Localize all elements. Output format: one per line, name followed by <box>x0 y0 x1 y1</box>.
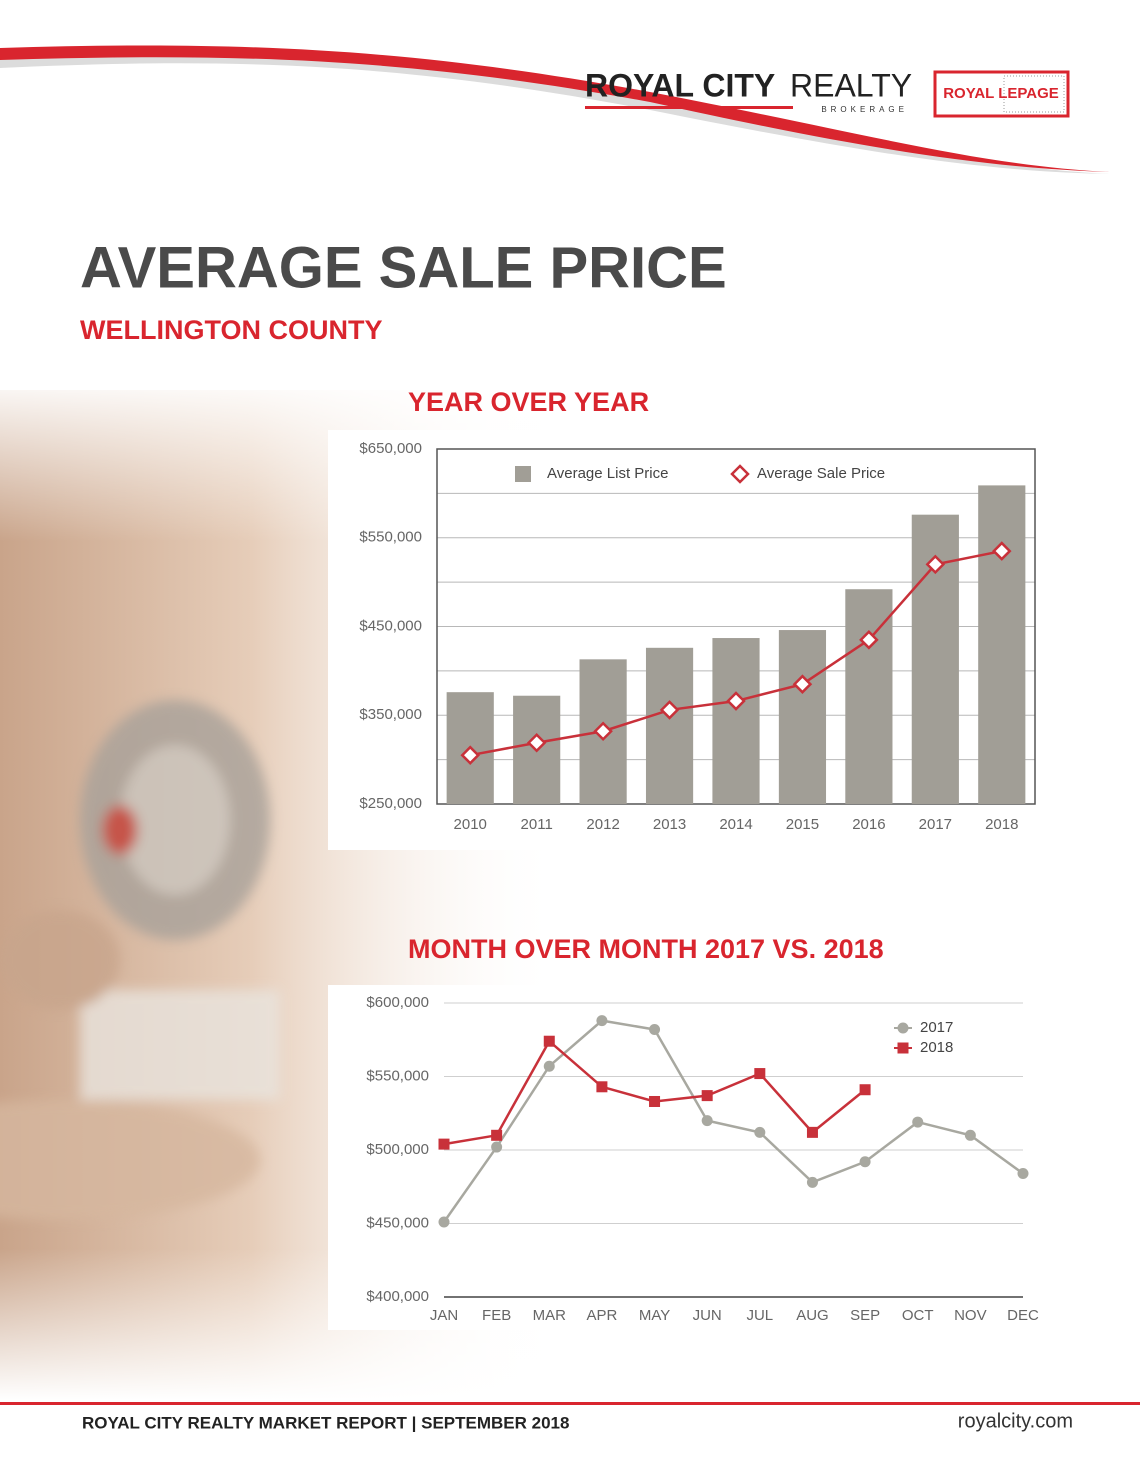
point <box>596 1081 608 1093</box>
footer-rule <box>0 1402 1140 1405</box>
y-tick-label: $400,000 <box>366 1288 429 1305</box>
x-tick-label: 2011 <box>521 816 553 833</box>
point <box>649 1095 661 1107</box>
x-tick-label: 2014 <box>719 816 752 833</box>
legend-marker <box>897 1022 909 1034</box>
bar <box>978 485 1026 804</box>
legend-label: Average Sale Price <box>757 465 885 482</box>
bar <box>778 630 827 804</box>
x-tick-label: 2010 <box>454 816 487 833</box>
point <box>992 541 1012 561</box>
legend-swatch <box>515 466 531 482</box>
x-tick-label: AUG <box>796 1307 829 1324</box>
legend-label: 2018 <box>920 1039 953 1056</box>
x-tick-label: JAN <box>430 1307 458 1324</box>
point <box>543 1060 555 1072</box>
point <box>806 1176 818 1188</box>
x-tick-label: 2017 <box>919 816 952 833</box>
legend-marker <box>897 1042 909 1054</box>
y-tick-label: $650,000 <box>359 440 422 457</box>
logo-secondary: REALTY <box>790 67 912 103</box>
page-subtitle: WELLINGTON COUNTY <box>80 315 382 345</box>
x-tick-label: NOV <box>954 1307 987 1324</box>
bar <box>712 638 760 804</box>
point <box>659 700 680 720</box>
point <box>701 1090 713 1102</box>
point <box>543 1035 555 1047</box>
x-tick-label: 2012 <box>586 816 619 833</box>
point <box>964 1129 976 1141</box>
header-swoosh <box>0 45 1110 175</box>
x-tick-label: OCT <box>902 1307 934 1324</box>
logo-tagline: BROKERAGE <box>821 105 908 114</box>
point <box>1017 1168 1029 1180</box>
legend-label: Average List Price <box>547 465 668 482</box>
y-tick-label: $550,000 <box>366 1067 429 1084</box>
point <box>754 1126 766 1138</box>
y-tick-label: $500,000 <box>366 1141 429 1158</box>
x-tick-label: 2018 <box>985 816 1018 833</box>
point <box>491 1129 503 1141</box>
point <box>438 1138 450 1150</box>
legend-label: 2017 <box>920 1019 953 1036</box>
y-tick-label: $450,000 <box>366 1214 429 1231</box>
x-tick-label: APR <box>586 1307 617 1324</box>
partner-logo-box <box>933 70 1070 118</box>
x-tick-label: MAY <box>639 1307 670 1324</box>
x-tick-label: JUL <box>746 1307 773 1324</box>
x-tick-label: MAR <box>533 1307 567 1324</box>
chart-panel <box>328 985 1040 1330</box>
y-tick-label: $250,000 <box>359 795 422 812</box>
point <box>526 732 547 753</box>
bar <box>845 589 893 804</box>
bar <box>645 647 694 804</box>
y-tick-label: $550,000 <box>359 529 422 546</box>
point <box>925 554 946 575</box>
point <box>593 721 613 741</box>
y-tick-label: $450,000 <box>359 617 422 634</box>
point <box>701 1115 713 1127</box>
chart-title: YEAR OVER YEAR <box>408 387 649 417</box>
point <box>491 1141 503 1153</box>
point <box>596 1015 608 1027</box>
point <box>859 1084 871 1096</box>
x-tick-label: JUN <box>693 1307 722 1324</box>
x-tick-label: DEC <box>1007 1307 1039 1324</box>
logo-primary: ROYAL CITY <box>585 67 775 103</box>
x-tick-label: FEB <box>482 1307 511 1324</box>
legend-marker <box>730 464 750 484</box>
point <box>754 1068 766 1080</box>
point <box>806 1126 818 1138</box>
chart-title: MONTH OVER MONTH 2017 VS. 2018 <box>408 934 884 964</box>
x-tick-label: 2015 <box>786 816 819 833</box>
footer-website: royalcity.com <box>958 1410 1073 1432</box>
x-tick-label: 2016 <box>852 816 885 833</box>
point <box>649 1023 661 1035</box>
logo: ROYAL CITY REALTY BROKERAGE ROYAL LEPAGE <box>585 67 1070 118</box>
point <box>438 1216 450 1228</box>
y-tick-label: $350,000 <box>359 706 422 723</box>
partner-logo: ROYAL LEPAGE <box>943 85 1059 102</box>
partner-logo-lines <box>1003 75 1065 113</box>
footer-report: ROYAL CITY REALTY MARKET REPORT | SEPTEM… <box>82 1413 569 1432</box>
x-tick-label: 2013 <box>653 816 686 833</box>
logo-rule <box>585 106 793 109</box>
point <box>726 691 746 711</box>
y-tick-label: $600,000 <box>366 994 429 1011</box>
point <box>859 630 879 650</box>
page-title: AVERAGE SALE PRICE <box>80 235 727 300</box>
point <box>859 1156 871 1168</box>
x-tick-label: SEP <box>850 1307 880 1324</box>
point <box>460 745 480 765</box>
line <box>442 1019 1024 1223</box>
point <box>792 674 813 694</box>
point <box>912 1116 924 1128</box>
